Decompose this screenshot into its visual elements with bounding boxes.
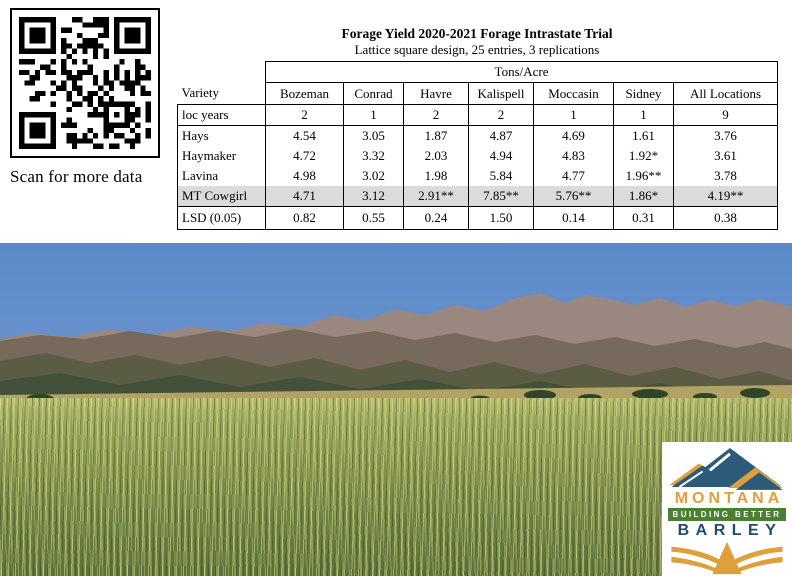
value-cell: 4.69	[533, 125, 614, 146]
value-cell: 4.71	[265, 186, 344, 207]
table-row-lavina: Lavina 4.98 3.02 1.98 5.84 4.77 1.96** 3…	[177, 166, 779, 186]
value-cell: 0.14	[533, 206, 614, 230]
value-cell: 4.72	[265, 146, 344, 166]
row-label: LSD (0.05)	[177, 206, 266, 230]
forage-table-block: Forage Yield 2020-2021 Forage Intrastate…	[177, 26, 779, 230]
table-subtitle: Lattice square design, 25 entries, 3 rep…	[354, 42, 600, 57]
value-cell: 2	[403, 104, 469, 126]
value-cell: 1	[533, 104, 614, 126]
table-row-mt-cowgirl-highlighted: MT Cowgirl 4.71 3.12 2.91** 7.85** 5.76*…	[177, 186, 779, 207]
qr-code-icon	[10, 8, 160, 158]
value-cell: 5.84	[468, 166, 534, 186]
value-cell: 3.05	[343, 125, 404, 146]
value-cell: 3.12	[343, 186, 404, 207]
table-row-haymaker: Haymaker 4.72 3.32 2.03 4.94 4.83 1.92* …	[177, 146, 779, 166]
qr-code-pattern	[19, 17, 151, 149]
value-cell: 9	[672, 104, 779, 126]
table-row-lsd: LSD (0.05) 0.82 0.55 0.24 1.50 0.14 0.31…	[177, 206, 779, 230]
logo-field-rows-icon	[671, 541, 783, 575]
value-cell: 2	[468, 104, 534, 126]
row-label: loc years	[177, 104, 266, 126]
value-cell: 4.77	[533, 166, 614, 186]
qr-code-block: Scan for more data	[10, 8, 164, 187]
column-header: Kalispell	[468, 82, 534, 105]
value-cell: 1.98	[403, 166, 469, 186]
units-header: Tons/Acre	[264, 61, 779, 83]
value-cell: 4.94	[468, 146, 534, 166]
column-header: Bozeman	[265, 82, 344, 105]
row-label: Haymaker	[177, 146, 266, 166]
value-cell: 3.76	[672, 125, 779, 146]
header-row: Variety Bozeman Conrad Havre Kalispell M…	[177, 82, 779, 105]
value-cell: 4.54	[265, 125, 344, 146]
row-label: MT Cowgirl	[177, 186, 266, 207]
value-cell-significant: 1.86*	[613, 186, 674, 207]
value-cell: 1	[343, 104, 404, 126]
value-cell: 0.82	[265, 206, 344, 230]
value-cell-significant: 1.92*	[613, 146, 674, 166]
value-cell-significant: 7.85**	[468, 186, 534, 207]
wheat-field-texture	[0, 398, 792, 576]
units-row: Tons/Acre	[178, 61, 779, 83]
column-header: Havre	[403, 82, 469, 105]
value-cell: 0.31	[613, 206, 674, 230]
value-cell: 3.02	[343, 166, 404, 186]
value-cell: 0.24	[403, 206, 469, 230]
value-cell-significant: 5.76**	[533, 186, 614, 207]
logo-mountains-icon	[669, 447, 783, 490]
value-cell: 3.32	[343, 146, 404, 166]
column-header: Moccasin	[533, 82, 614, 105]
value-cell: 1.50	[468, 206, 534, 230]
table-title: Forage Yield 2020-2021 Forage Intrastate…	[341, 26, 613, 41]
spacer-cell	[178, 62, 266, 83]
column-header: Conrad	[343, 82, 404, 105]
logo-barley-text: BARLEY	[677, 521, 783, 539]
table-row-hays: Hays 4.54 3.05 1.87 4.87 4.69 1.61 3.76	[177, 125, 779, 146]
value-cell: 0.55	[343, 206, 404, 230]
value-cell: 1	[613, 104, 674, 126]
forage-yield-table: Tons/Acre Variety Bozeman Conrad Havre K…	[177, 61, 779, 230]
value-cell: 2.03	[403, 146, 469, 166]
logo-building-better-text: BUILDING BETTER	[668, 507, 786, 521]
barley-field-photo: MONTANA BUILDING BETTER BARLEY	[0, 243, 792, 576]
table-row-loc-years: loc years 2 1 2 2 1 1 9	[177, 104, 779, 126]
row-label: Hays	[177, 125, 266, 146]
qr-caption: Scan for more data	[10, 167, 143, 186]
value-cell: 0.38	[672, 206, 779, 230]
value-cell: 2	[265, 104, 344, 126]
value-cell-significant: 4.19**	[672, 186, 779, 207]
value-cell: 4.83	[533, 146, 614, 166]
value-cell: 4.98	[265, 166, 344, 186]
logo-montana-text: MONTANA	[674, 489, 784, 507]
value-cell: 3.78	[672, 166, 779, 186]
value-cell-significant: 2.91**	[403, 186, 469, 207]
column-header: All Locations	[672, 82, 779, 105]
value-cell: 1.87	[403, 125, 469, 146]
value-cell: 4.87	[468, 125, 534, 146]
value-cell: 3.61	[672, 146, 779, 166]
value-cell: 1.61	[613, 125, 674, 146]
montana-barley-logo: MONTANA BUILDING BETTER BARLEY	[662, 442, 792, 576]
column-header: Sidney	[613, 82, 674, 105]
value-cell-significant: 1.96**	[613, 166, 674, 186]
row-label: Lavina	[177, 166, 266, 186]
column-header-variety: Variety	[177, 82, 266, 105]
